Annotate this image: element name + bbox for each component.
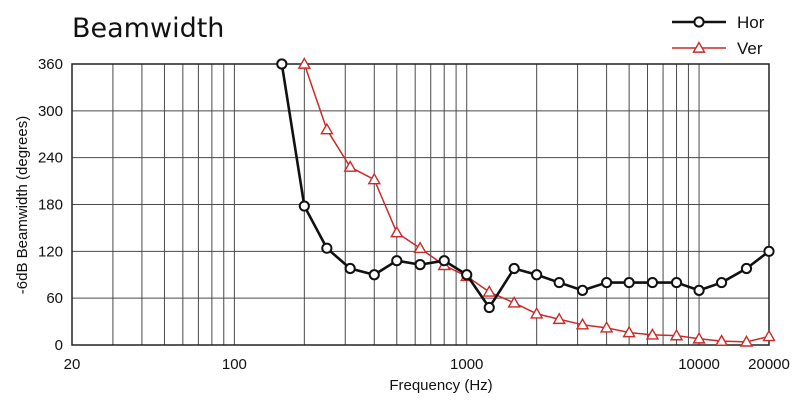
x-tick-label: 1000: [450, 356, 483, 373]
y-axis-label: -6dB Beamwidth (degrees): [14, 116, 31, 294]
data-point: [298, 200, 310, 212]
grid: [71, 63, 770, 346]
data-point: [692, 331, 706, 344]
y-tick-label: 360: [38, 56, 63, 73]
data-point: [740, 262, 753, 275]
data-point: [482, 285, 496, 297]
data-point: [692, 41, 706, 53]
data-point: [552, 312, 566, 325]
data-point: [622, 325, 636, 338]
y-tick-label: 300: [38, 103, 63, 120]
data-point: [623, 276, 635, 289]
y-tick-label: 240: [38, 150, 63, 167]
series-hor: [276, 58, 775, 314]
data-point: [344, 262, 356, 275]
data-point: [739, 334, 754, 347]
data-point: [601, 276, 613, 289]
data-point: [368, 269, 380, 281]
data-point: [367, 172, 381, 185]
data-point: [715, 276, 728, 289]
data-point: [714, 334, 729, 346]
x-tick-label: 10000: [678, 356, 720, 373]
data-point: [529, 306, 544, 319]
y-tick-label: 180: [38, 197, 63, 214]
y-tick-label: 120: [38, 243, 63, 260]
axes: 0 60 120 180 240 300 360 20 100 1000 10000 20000: [38, 56, 790, 373]
series-line: [280, 63, 770, 309]
data-point: [762, 329, 776, 342]
data-point: [461, 269, 473, 281]
data-point: [390, 225, 404, 238]
x-tick-label: 20000: [748, 356, 790, 373]
data-point: [763, 245, 775, 257]
series-layer: [276, 57, 776, 347]
data-point: [576, 284, 589, 296]
data-point: [645, 327, 660, 340]
data-point: [320, 122, 334, 135]
x-tick-label: 100: [222, 356, 247, 373]
data-point: [391, 255, 403, 267]
data-point: [693, 16, 705, 28]
data-point: [297, 57, 312, 69]
legend-item-hor: Hor: [672, 13, 765, 32]
data-point: [693, 284, 705, 296]
x-tick-label: 20: [64, 356, 81, 373]
data-point: [670, 276, 683, 289]
y-tick-label: 60: [46, 290, 63, 307]
data-point: [646, 276, 659, 289]
legend-label: Hor: [737, 13, 765, 32]
data-point: [413, 241, 427, 254]
data-point: [531, 269, 543, 281]
data-point: [276, 58, 288, 70]
x-axis-label: Frequency (Hz): [389, 377, 492, 394]
data-point: [343, 160, 357, 172]
data-point: [414, 259, 426, 271]
chart-title: Beamwidth: [72, 13, 224, 44]
data-point: [438, 255, 450, 267]
data-point: [483, 301, 495, 314]
y-tick-label: 0: [55, 337, 63, 354]
legend-item-ver: Ver: [672, 39, 763, 58]
plot-frame: [71, 63, 770, 346]
data-point: [553, 276, 565, 289]
data-point: [669, 328, 684, 341]
data-point: [508, 262, 520, 275]
legend: Hor Ver: [672, 13, 765, 58]
data-point: [507, 295, 521, 308]
data-point: [321, 242, 333, 254]
legend-label: Ver: [737, 39, 763, 58]
data-point: [599, 320, 614, 333]
data-point: [575, 317, 590, 330]
